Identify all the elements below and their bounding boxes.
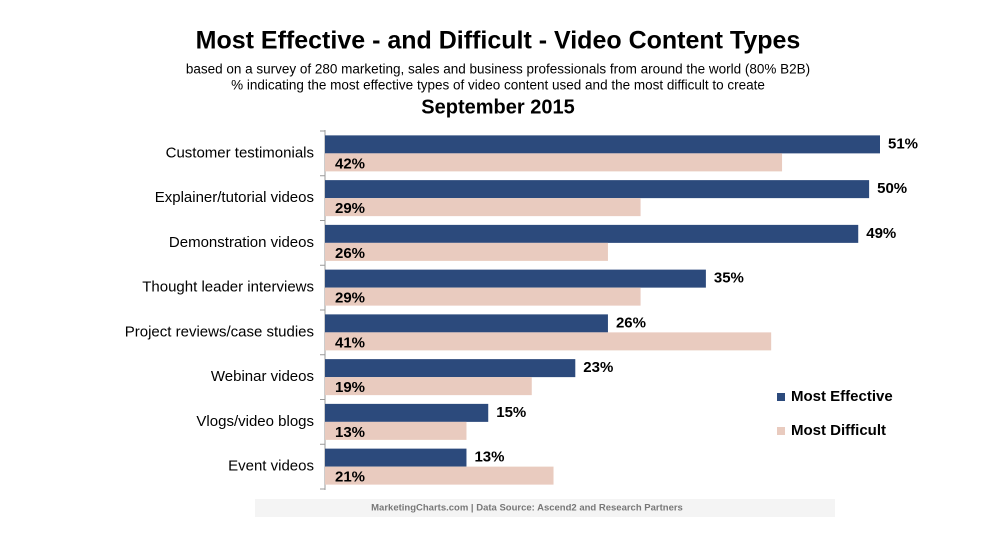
value-label: 23% [583,359,613,376]
value-label: 29% [335,200,365,217]
bar [325,198,641,217]
y-tick-label: Webinar videos [211,368,314,385]
source-band [255,499,835,517]
date: September 2015 [421,96,574,118]
y-tick-label: Vlogs/video blogs [196,413,314,430]
value-label: 50% [877,180,907,197]
bar [325,403,489,422]
y-tick-label: Project reviews/case studies [125,323,314,340]
bar [325,377,532,396]
y-tick-label: Demonstration videos [169,234,314,251]
y-tick-label: Customer testimonials [166,144,314,161]
value-label: 19% [335,379,365,396]
value-label: 29% [335,290,365,307]
subtitle: % indicating the most effective types of… [231,78,765,93]
value-label: 51% [888,135,918,152]
subtitle: based on a survey of 280 marketing, sale… [186,62,810,77]
legend-swatch [777,393,785,401]
bar [325,359,576,378]
y-tick-label: Event videos [228,458,314,475]
value-label: 26% [335,245,365,262]
value-label: 13% [474,449,504,466]
bar [325,287,641,306]
bar [325,135,880,154]
bar [325,448,467,467]
value-label: 21% [335,469,365,486]
value-label: 13% [335,424,365,441]
bar [325,242,608,261]
bar [325,332,772,351]
y-tick-label: Explainer/tutorial videos [155,189,314,206]
value-label: 35% [714,270,744,287]
bar [325,421,467,440]
value-label: 26% [616,314,646,331]
bar [325,180,870,199]
value-label: 41% [335,334,365,351]
source: MarketingCharts.com | Data Source: Ascen… [371,503,683,514]
value-label: 49% [866,225,896,242]
legend-label: Most Difficult [791,422,886,439]
legend-label: Most Effective [791,388,893,405]
bar [325,224,859,243]
chart-title: Most Effective - and Difficult - Video C… [196,27,801,55]
bar [325,314,608,333]
bar [325,466,554,485]
value-label: 15% [496,404,526,421]
legend-swatch [777,427,785,435]
value-label: 42% [335,155,365,172]
y-tick-label: Thought leader interviews [142,279,314,296]
bar [325,153,783,172]
bar [325,269,706,288]
